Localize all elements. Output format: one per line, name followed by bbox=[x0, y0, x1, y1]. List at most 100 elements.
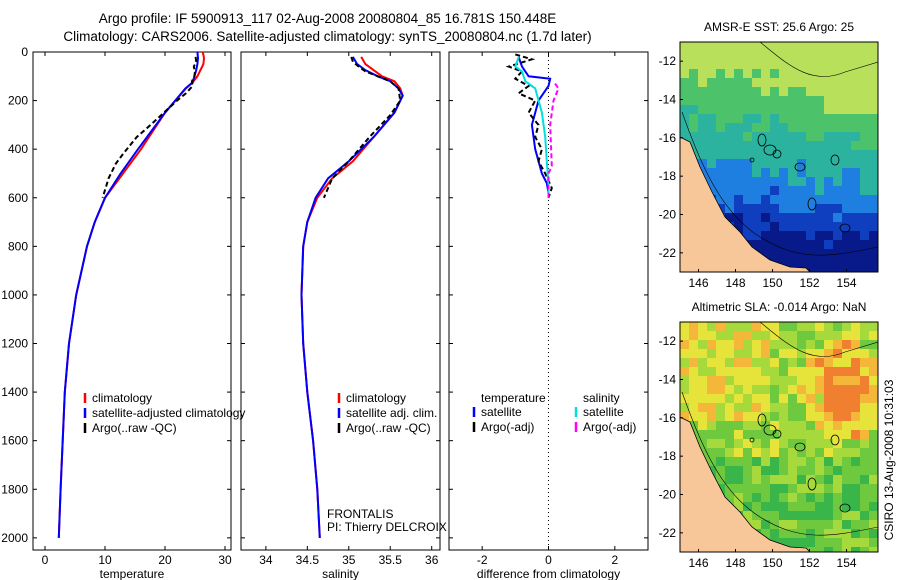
map-cell bbox=[770, 340, 779, 349]
x-tick-label: 2 bbox=[611, 553, 618, 567]
map-cell bbox=[761, 493, 770, 502]
map-cell bbox=[851, 249, 860, 258]
map-cell bbox=[851, 258, 860, 267]
map-cell bbox=[851, 195, 860, 204]
map-cell bbox=[788, 87, 797, 96]
map-cell bbox=[779, 331, 788, 340]
x-tick-label: 152 bbox=[800, 276, 820, 290]
map-cell bbox=[869, 159, 878, 168]
map-cell bbox=[734, 96, 743, 105]
map-cell bbox=[806, 367, 815, 376]
map-cell bbox=[842, 529, 851, 538]
map-cell bbox=[788, 439, 797, 448]
map-cell bbox=[779, 448, 788, 457]
map-cell bbox=[752, 484, 761, 493]
map-cell bbox=[815, 421, 824, 430]
map-cell bbox=[806, 475, 815, 484]
map-cell bbox=[734, 439, 743, 448]
map-cell bbox=[851, 204, 860, 213]
map-cell bbox=[833, 439, 842, 448]
map-cell bbox=[824, 258, 833, 267]
map-cell bbox=[743, 430, 752, 439]
map-cell bbox=[734, 502, 743, 511]
map-cell bbox=[725, 141, 734, 150]
map-cell bbox=[851, 331, 860, 340]
map-cell bbox=[851, 231, 860, 240]
map-cell bbox=[770, 177, 779, 186]
map-cell bbox=[869, 195, 878, 204]
map-cell bbox=[761, 511, 770, 520]
map-cell bbox=[824, 231, 833, 240]
map-cell bbox=[752, 340, 761, 349]
map-cell bbox=[824, 267, 833, 272]
map-cell bbox=[761, 466, 770, 475]
map-cell bbox=[743, 331, 752, 340]
map-cell bbox=[716, 177, 725, 186]
map-cell bbox=[860, 448, 869, 457]
map-cell bbox=[842, 385, 851, 394]
map-cell bbox=[698, 421, 707, 430]
map-cell bbox=[761, 177, 770, 186]
map-cell bbox=[788, 258, 797, 267]
map-cell bbox=[779, 60, 788, 69]
map-cell bbox=[779, 240, 788, 249]
map-cell bbox=[797, 448, 806, 457]
map-cell bbox=[770, 186, 779, 195]
map-cell bbox=[815, 231, 824, 240]
map-cell bbox=[689, 114, 698, 123]
reef-outline bbox=[772, 149, 782, 159]
y-tick-label: 800 bbox=[8, 239, 28, 253]
map-cell bbox=[869, 204, 878, 213]
map-sla_map: 146 148 150 152 154 -12 -14 -16 -18 -20 -22 Altimet… bbox=[659, 300, 879, 570]
annotation-pi: PI: Thierry DELCROIX bbox=[327, 520, 447, 534]
map-cell bbox=[842, 168, 851, 177]
map-cell bbox=[689, 105, 698, 114]
map-cell bbox=[833, 231, 842, 240]
map-cell bbox=[869, 42, 878, 51]
map-cell bbox=[788, 114, 797, 123]
map-cell bbox=[815, 394, 824, 403]
map-cell bbox=[833, 403, 842, 412]
map-cell bbox=[851, 511, 860, 520]
map-cell bbox=[788, 195, 797, 204]
map-cell bbox=[752, 105, 761, 114]
map-cell bbox=[761, 358, 770, 367]
map-cell bbox=[806, 511, 815, 520]
map-cell bbox=[752, 231, 761, 240]
map-cell bbox=[869, 340, 878, 349]
map-cell bbox=[788, 168, 797, 177]
map-cell bbox=[842, 159, 851, 168]
map-cell bbox=[698, 105, 707, 114]
reef-outline bbox=[830, 434, 840, 446]
map-cell bbox=[806, 394, 815, 403]
map-cell bbox=[788, 367, 797, 376]
map-cell bbox=[779, 195, 788, 204]
x-tick-label: 146 bbox=[688, 276, 708, 290]
map-cell bbox=[743, 457, 752, 466]
map-cell bbox=[752, 123, 761, 132]
map-cell bbox=[680, 60, 689, 69]
map-cell bbox=[788, 349, 797, 358]
map-cell bbox=[770, 240, 779, 249]
map-cell bbox=[761, 349, 770, 358]
map-cell bbox=[734, 493, 743, 502]
map-cell bbox=[752, 439, 761, 448]
map-cell bbox=[860, 51, 869, 60]
map-cell bbox=[842, 403, 851, 412]
map-cell bbox=[770, 412, 779, 421]
map-cell bbox=[869, 141, 878, 150]
map-cell bbox=[833, 457, 842, 466]
map-cell bbox=[716, 69, 725, 78]
map-cell bbox=[851, 186, 860, 195]
map-cell bbox=[797, 42, 806, 51]
map-cell bbox=[860, 159, 869, 168]
map-cell bbox=[788, 105, 797, 114]
depth-contour bbox=[681, 111, 878, 256]
map-cell bbox=[833, 520, 842, 529]
map-cell bbox=[743, 448, 752, 457]
map-cell bbox=[842, 249, 851, 258]
map-cell bbox=[743, 340, 752, 349]
map-cell bbox=[824, 204, 833, 213]
map-cell bbox=[842, 195, 851, 204]
